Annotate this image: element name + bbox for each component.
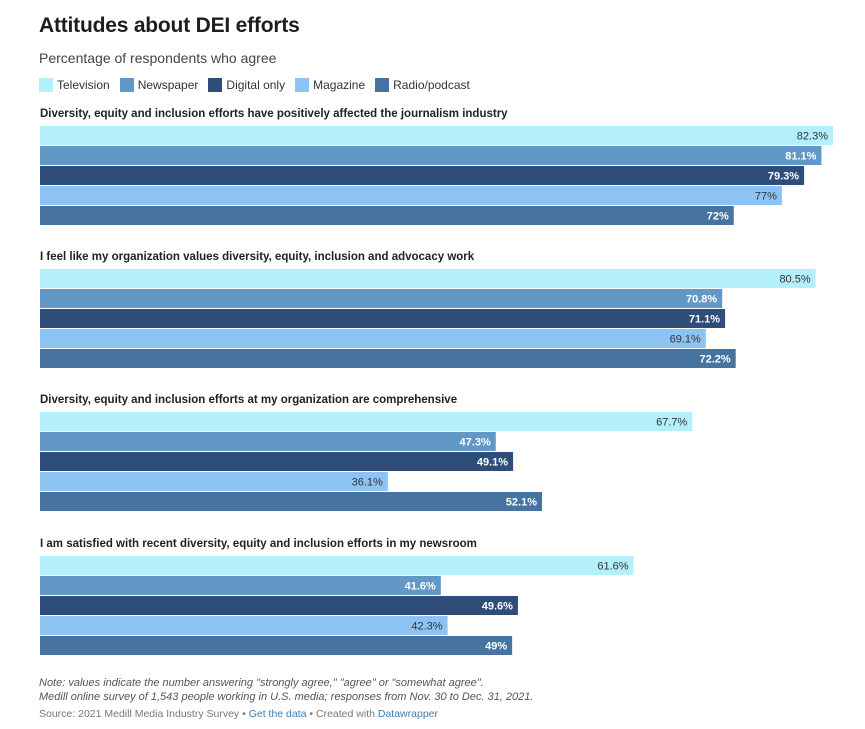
- bar-digital-only: [40, 452, 514, 471]
- value-label: 81.1%: [785, 151, 816, 163]
- legend-swatch-digital-only: [208, 78, 223, 92]
- value-label: 61.6%: [597, 561, 628, 573]
- bar-television: [40, 412, 693, 431]
- legend-item-newspaper: Newspaper: [119, 78, 199, 92]
- legend-label: Radio/podcast: [393, 78, 470, 92]
- value-label: 49.6%: [482, 601, 513, 613]
- legend-label: Digital only: [226, 78, 286, 92]
- bar-radio-podcast: [40, 492, 543, 511]
- chart-title: Attitudes about DEI efforts: [39, 14, 300, 37]
- legend-swatch-television: [39, 78, 53, 92]
- chart-source: Source: 2021 Medill Media Industry Surve…: [39, 708, 438, 720]
- bar-radio-podcast: [40, 206, 734, 225]
- bar-television: [40, 556, 634, 575]
- bar-newspaper: [40, 576, 441, 595]
- legend-item-radio-podcast: Radio/podcast: [375, 78, 470, 92]
- bar-newspaper: [40, 146, 822, 165]
- value-label: 79.3%: [768, 171, 799, 183]
- legend-swatch-radio-podcast: [375, 78, 390, 92]
- value-label: 69.1%: [670, 334, 701, 346]
- created-with-text: • Created with: [306, 708, 378, 720]
- bar-digital-only: [40, 166, 805, 185]
- bar-magazine: [40, 616, 448, 635]
- value-label: 67.7%: [656, 417, 687, 429]
- chart-notes: Note: values indicate the number answeri…: [39, 676, 533, 704]
- group-label: Diversity, equity and inclusion efforts …: [40, 394, 457, 406]
- bar-television: [40, 126, 833, 145]
- value-label: 49.1%: [477, 457, 508, 469]
- value-label: 77%: [755, 191, 777, 203]
- value-label: 36.1%: [352, 477, 383, 489]
- bar-television: [40, 269, 816, 288]
- legend-item-digital-only: Digital only: [208, 78, 285, 92]
- legend-item-magazine: Magazine: [295, 78, 365, 92]
- legend-swatch-newspaper: [119, 78, 134, 92]
- bar-radio-podcast: [40, 349, 736, 368]
- note-line-2: Medill online survey of 1,543 people wor…: [39, 691, 534, 703]
- value-label: 80.5%: [779, 274, 810, 286]
- value-label: 52.1%: [506, 497, 537, 509]
- legend-swatch-magazine: [295, 78, 310, 92]
- value-label: 49%: [485, 641, 507, 653]
- get-the-data-link[interactable]: Get the data: [248, 708, 307, 720]
- bar-digital-only: [40, 596, 518, 615]
- group-label: I feel like my organization values diver…: [40, 251, 475, 263]
- bar-digital-only: [40, 309, 726, 328]
- legend: Television Newspaper Digital only Magazi…: [39, 78, 470, 92]
- bar-newspaper: [40, 432, 496, 451]
- bar-magazine: [40, 472, 388, 491]
- legend-label: Newspaper: [137, 78, 199, 92]
- chart-subtitle: Percentage of respondents who agree: [39, 50, 277, 66]
- note-line-1: Note: values indicate the number answeri…: [39, 677, 484, 689]
- datawrapper-link[interactable]: Datawrapper: [377, 708, 438, 720]
- value-label: 72.2%: [699, 354, 730, 366]
- source-text: Source: 2021 Medill Media Industry Surve…: [39, 708, 249, 720]
- value-label: 82.3%: [797, 131, 828, 143]
- value-label: 41.6%: [405, 581, 436, 593]
- value-label: 72%: [707, 211, 729, 223]
- value-label: 47.3%: [460, 437, 491, 449]
- value-label: 70.8%: [686, 294, 717, 306]
- legend-label: Television: [57, 78, 110, 92]
- group-label: Diversity, equity and inclusion efforts …: [40, 108, 508, 120]
- legend-item-television: Television: [39, 78, 110, 92]
- bar-newspaper: [40, 289, 723, 308]
- bar-magazine: [40, 329, 706, 348]
- value-label: 42.3%: [411, 621, 442, 633]
- legend-label: Magazine: [313, 78, 366, 92]
- value-label: 71.1%: [689, 314, 720, 326]
- bar-magazine: [40, 186, 782, 205]
- bar-radio-podcast: [40, 636, 513, 655]
- group-label: I am satisfied with recent diversity, eq…: [40, 538, 477, 550]
